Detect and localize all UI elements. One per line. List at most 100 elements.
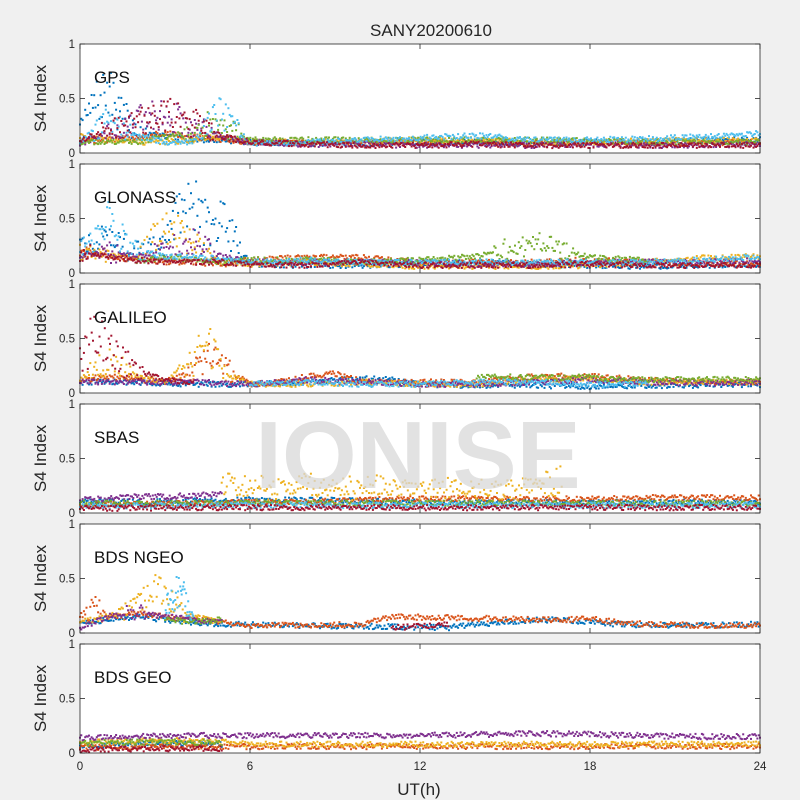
- data-point: [168, 230, 170, 233]
- data-point: [757, 134, 760, 137]
- data-point: [329, 256, 332, 259]
- data-point: [171, 233, 174, 236]
- data-point: [179, 259, 182, 262]
- data-point: [237, 138, 240, 141]
- data-point: [670, 140, 672, 143]
- data-point: [510, 140, 512, 143]
- data-point: [484, 136, 487, 139]
- data-point: [153, 131, 156, 134]
- data-point: [437, 261, 440, 264]
- data-point: [756, 131, 759, 134]
- data-point: [347, 141, 350, 144]
- data-point: [155, 130, 158, 133]
- data-point: [90, 137, 93, 140]
- data-point: [642, 266, 645, 269]
- data-point: [134, 123, 137, 126]
- data-point: [214, 217, 217, 220]
- data-point: [644, 139, 647, 142]
- data-point: [270, 144, 272, 147]
- data-point: [307, 145, 310, 148]
- data-point: [164, 137, 167, 140]
- data-point: [731, 141, 734, 144]
- data-point: [546, 136, 549, 139]
- data-point: [667, 144, 670, 147]
- data-point: [450, 142, 453, 145]
- data-point: [192, 110, 195, 113]
- data-point: [339, 142, 342, 145]
- data-point: [681, 143, 684, 145]
- data-point: [579, 142, 582, 145]
- data-point: [528, 136, 530, 139]
- data-point: [348, 255, 351, 257]
- data-point: [654, 263, 657, 266]
- data-point: [133, 140, 136, 143]
- data-point: [357, 257, 360, 260]
- data-point: [153, 140, 156, 143]
- data-point: [400, 137, 403, 140]
- data-point: [380, 141, 383, 144]
- data-point: [415, 146, 418, 149]
- data-point: [644, 146, 647, 149]
- data-point: [214, 139, 217, 142]
- data-point: [513, 137, 516, 139]
- data-point: [253, 143, 256, 146]
- data-point: [411, 144, 414, 147]
- data-point: [174, 258, 177, 261]
- data-point: [740, 142, 743, 145]
- data-point: [530, 142, 533, 144]
- data-point: [533, 147, 536, 149]
- data-point: [423, 140, 426, 143]
- data-point: [159, 133, 161, 136]
- data-point: [374, 138, 377, 141]
- data-point: [188, 207, 191, 210]
- data-point: [658, 144, 661, 147]
- data-point: [457, 138, 460, 141]
- data-point: [613, 138, 616, 141]
- data-point: [681, 139, 684, 141]
- data-point: [138, 134, 141, 137]
- data-point: [703, 261, 706, 264]
- data-point: [375, 143, 378, 146]
- data-point: [80, 140, 83, 143]
- data-point: [685, 145, 688, 148]
- data-point: [171, 126, 174, 128]
- data-point: [494, 134, 497, 137]
- data-point: [548, 143, 551, 146]
- data-point: [146, 121, 149, 124]
- data-point: [126, 139, 129, 142]
- data-point: [120, 254, 123, 257]
- data-point: [169, 220, 172, 223]
- data-point: [196, 137, 199, 140]
- data-point: [583, 265, 586, 268]
- data-point: [119, 115, 121, 118]
- data-point: [143, 133, 146, 136]
- data-point: [494, 144, 497, 146]
- data-point: [236, 139, 239, 142]
- data-point: [476, 260, 479, 263]
- data-point: [520, 143, 523, 146]
- data-point: [161, 261, 164, 264]
- data-point: [626, 143, 629, 146]
- data-point: [195, 138, 198, 141]
- data-point: [591, 142, 594, 144]
- data-point: [254, 140, 257, 143]
- data-point: [94, 136, 97, 139]
- data-point: [751, 135, 754, 137]
- data-point: [325, 141, 328, 144]
- data-point: [169, 97, 172, 100]
- data-point: [230, 135, 232, 137]
- data-point: [689, 264, 692, 267]
- data-point: [160, 246, 163, 249]
- data-point: [484, 142, 487, 145]
- data-point: [110, 139, 112, 142]
- data-point: [694, 136, 697, 139]
- data-point: [547, 142, 550, 145]
- data-point: [137, 240, 140, 243]
- data-point: [560, 139, 563, 142]
- data-point: [281, 142, 284, 145]
- data-point: [116, 258, 119, 261]
- data-point: [187, 131, 190, 134]
- data-point: [441, 137, 444, 140]
- data-point: [335, 255, 338, 258]
- data-point: [139, 142, 142, 145]
